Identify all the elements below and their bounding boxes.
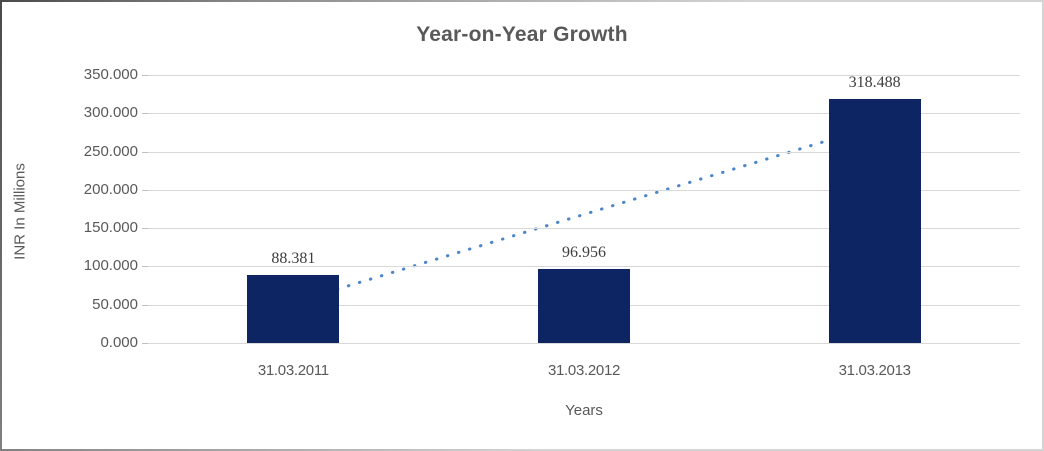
bar: [828, 99, 921, 343]
y-axis-tick: [142, 189, 148, 191]
chart-title: Year-on-Year Growth: [416, 23, 628, 46]
x-tick-label: 31.03.2013: [838, 362, 911, 379]
x-tick-label: 31.03.2012: [547, 362, 621, 379]
gridline: [148, 228, 1020, 230]
x-tick-label: 31.03.2011: [257, 362, 329, 379]
bar: [247, 275, 340, 343]
y-tick-label: 0.000: [100, 334, 138, 351]
gridline: [148, 75, 1020, 76]
y-tick-label: 300.000: [83, 104, 138, 122]
y-tick-label: 250.000: [83, 142, 138, 160]
y-tick-label: 200.000: [83, 180, 138, 198]
gridline: [148, 343, 1020, 344]
gridline: [148, 189, 1020, 191]
y-axis-tick: [142, 75, 148, 76]
gridline: [148, 266, 1020, 268]
y-axis-tick: [142, 113, 148, 115]
bar-data-label: 318.488: [848, 74, 901, 92]
y-axis-tick: [142, 304, 148, 306]
y-tick-label: 350.000: [83, 66, 138, 83]
x-axis-title: Years: [565, 402, 603, 419]
y-tick-label: 100.000: [83, 257, 138, 275]
y-axis-tick: [142, 343, 148, 344]
bar-data-label: 88.381: [271, 250, 316, 268]
gridline: [148, 151, 1020, 153]
y-axis-tick: [142, 151, 148, 153]
bar: [538, 268, 630, 343]
y-axis-tick: [142, 228, 148, 230]
gridline: [148, 113, 1020, 115]
bar-data-label: 96.956: [562, 243, 606, 261]
y-tick-label: 150.000: [83, 219, 138, 237]
y-axis-tick: [142, 266, 148, 268]
y-tick-label: 50.000: [92, 295, 138, 313]
